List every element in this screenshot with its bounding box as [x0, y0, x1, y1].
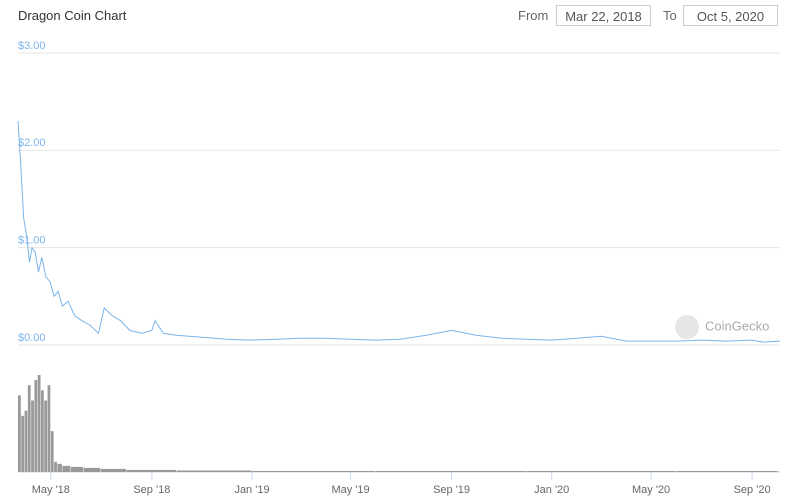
volume-bar	[44, 400, 48, 472]
volume-bar	[27, 385, 31, 472]
x-tick-label: Jan '20	[534, 484, 569, 496]
price-line	[17, 121, 781, 343]
x-tick-label: May '18	[32, 484, 70, 496]
x-tick-label: May '19	[331, 484, 369, 496]
volume-bar	[126, 469, 176, 472]
volume-bar	[176, 470, 252, 472]
volume-bar	[54, 461, 57, 472]
volume-bar	[21, 415, 25, 472]
y-tick-label: $2.00	[18, 137, 46, 149]
volume-bar	[83, 467, 101, 472]
volume-bar	[31, 400, 34, 472]
x-tick-label: Sep '18	[133, 484, 170, 496]
volume-bar	[24, 410, 28, 472]
y-tick-label: $3.00	[18, 40, 46, 52]
volume-bar	[776, 470, 779, 472]
y-tick-label: $1.00	[18, 235, 46, 247]
x-tick-label: May '20	[632, 484, 670, 496]
volume-bar	[100, 468, 126, 472]
volume-bar	[40, 390, 44, 472]
volume-bar	[34, 380, 38, 472]
volume-bar	[62, 465, 71, 472]
volume-bar	[70, 466, 84, 472]
volume-bar	[526, 470, 677, 472]
x-tick-label: Sep '19	[433, 484, 470, 496]
volume-bar	[47, 385, 51, 472]
x-tick-label: Jan '19	[234, 484, 269, 496]
volume-bar	[252, 470, 376, 472]
watermark-logo	[675, 315, 699, 339]
volume-bar	[376, 470, 526, 472]
chart-title: Dragon Coin Chart	[18, 8, 127, 23]
to-date-input[interactable]: Oct 5, 2020	[683, 5, 778, 26]
volume-bar	[18, 395, 21, 472]
volume-bar	[50, 431, 54, 472]
x-tick-label: Sep '20	[734, 484, 771, 496]
from-label: From	[518, 8, 549, 23]
volume-bar	[57, 463, 62, 472]
volume-bar	[37, 375, 41, 472]
to-label: To	[663, 8, 677, 23]
watermark: CoinGecko	[705, 318, 769, 333]
from-date-input[interactable]: Mar 22, 2018	[556, 5, 651, 26]
volume-bar	[676, 470, 777, 472]
y-tick-label: $0.00	[18, 332, 46, 344]
